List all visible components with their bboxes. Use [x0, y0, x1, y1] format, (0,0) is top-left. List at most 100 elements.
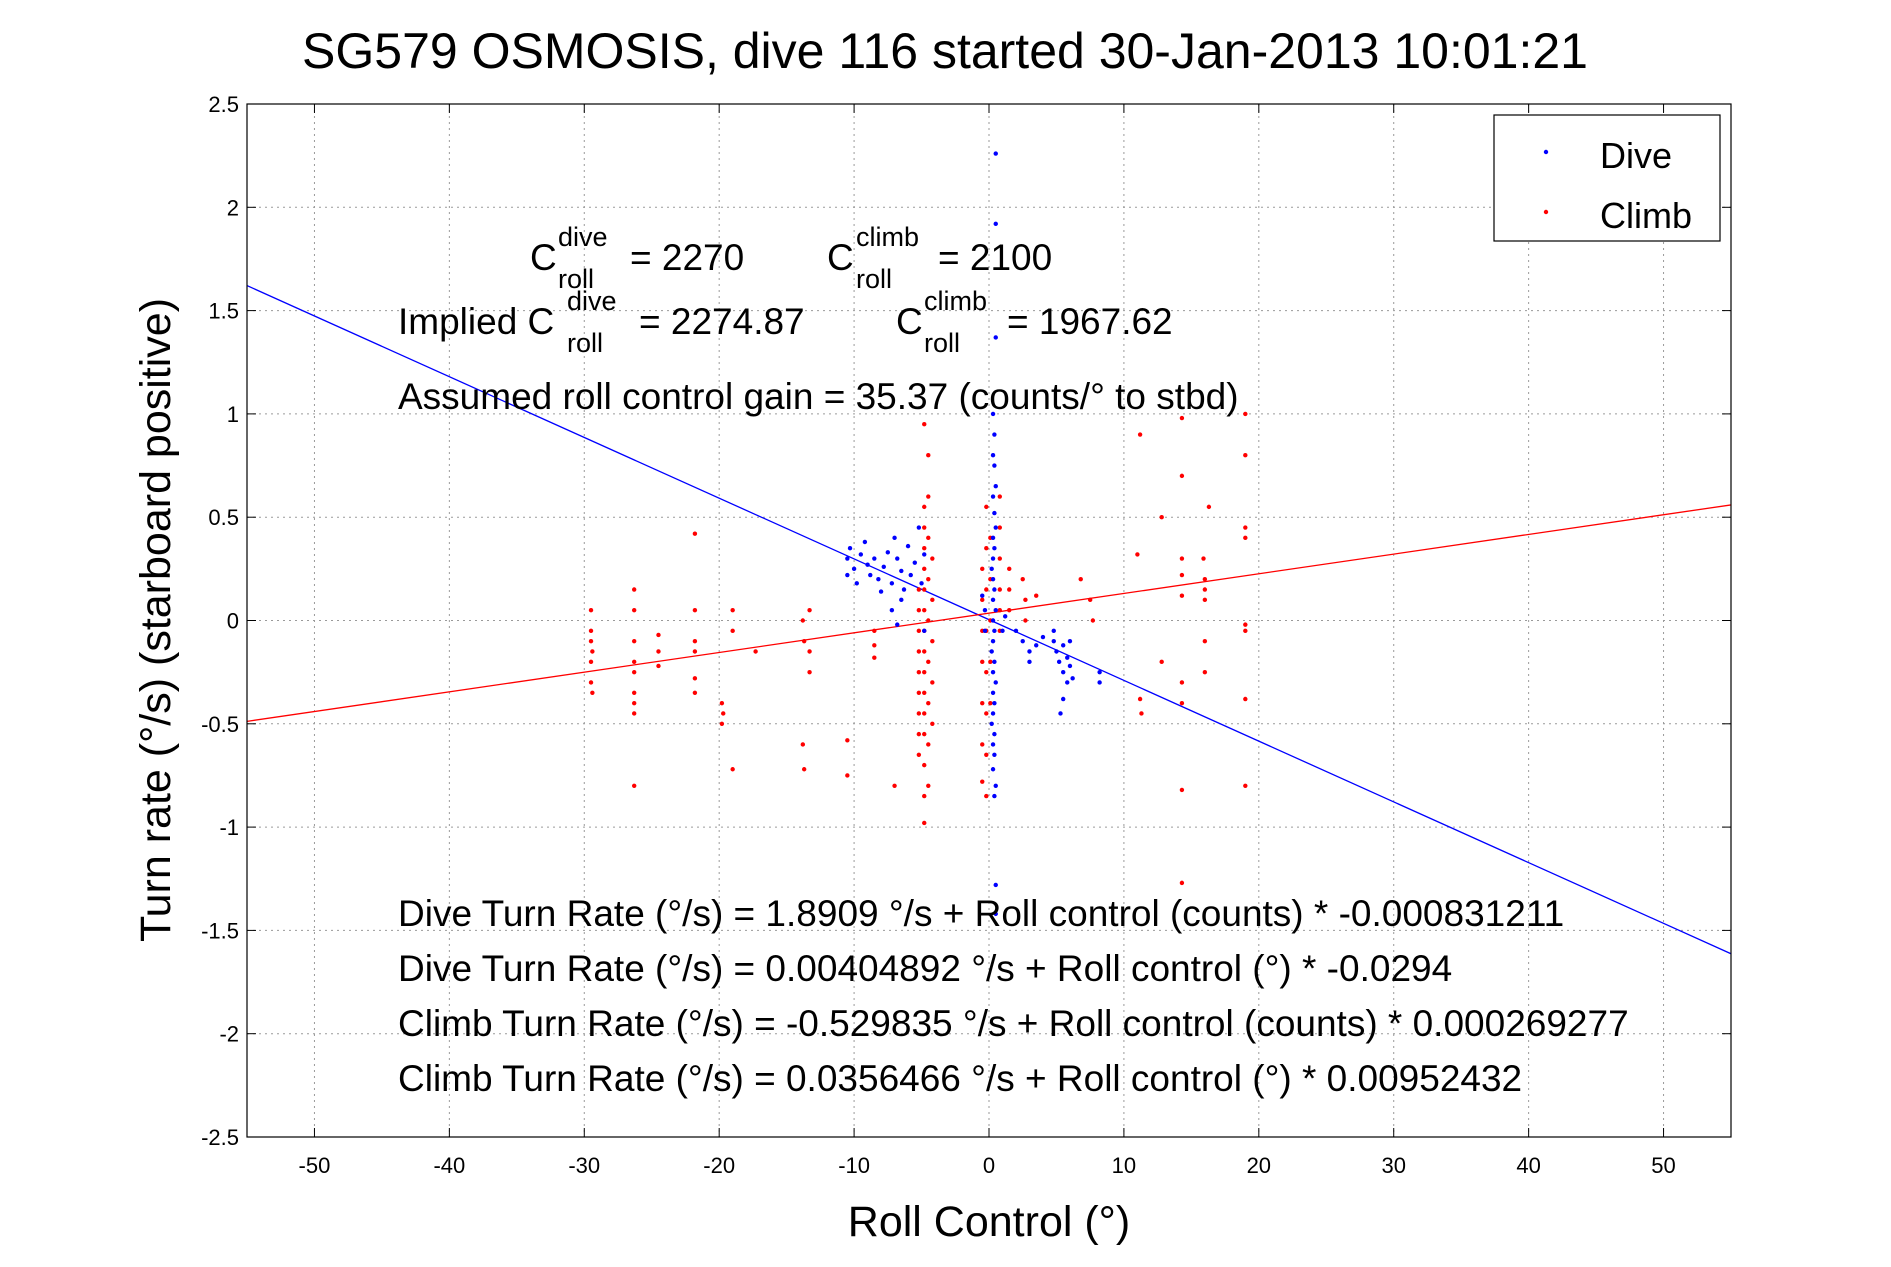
point-climb [926, 742, 931, 747]
fit-line-climb [247, 504, 1731, 723]
point-dive [845, 572, 850, 578]
point-dive [885, 550, 891, 555]
point-climb [926, 659, 931, 665]
point-climb [926, 700, 931, 706]
x-tick-label: -40 [433, 1153, 465, 1178]
y-tick-label: -1.5 [201, 918, 239, 943]
point-dive [993, 911, 998, 917]
point-climb [1135, 552, 1140, 557]
point-dive [847, 545, 853, 551]
point-climb [1179, 787, 1185, 793]
point-dive [895, 622, 900, 627]
point-climb [1179, 593, 1185, 598]
point-dive [989, 649, 994, 654]
point-dive [908, 572, 913, 578]
point-climb [980, 566, 985, 572]
point-dive [990, 669, 996, 675]
scatter-points [588, 151, 1248, 917]
point-climb [631, 659, 637, 665]
point-climb [926, 783, 931, 788]
y-tick-label: 2.5 [208, 92, 239, 117]
c-climb-prefix: C [827, 237, 854, 278]
point-climb [984, 545, 989, 551]
point-climb [1179, 572, 1185, 578]
point-dive [845, 556, 850, 561]
c-dive-sup: dive [558, 222, 608, 252]
implied-dive-sub: roll [567, 328, 603, 358]
point-climb [926, 535, 931, 541]
point-climb [1243, 622, 1248, 627]
point-dive [919, 581, 924, 586]
point-dive [980, 593, 985, 598]
point-dive [992, 731, 997, 737]
point-climb [1087, 597, 1093, 603]
point-climb [926, 618, 931, 623]
point-climb [1202, 669, 1208, 675]
point-climb [753, 649, 758, 654]
point-climb [916, 628, 922, 634]
point-climb [1179, 415, 1185, 421]
point-climb [719, 721, 725, 726]
point-climb [922, 525, 927, 530]
point-climb [916, 607, 922, 613]
point-climb [800, 742, 806, 747]
point-climb [730, 607, 735, 613]
point-dive [990, 597, 996, 603]
point-climb [631, 783, 637, 788]
point-dive [992, 752, 997, 757]
point-dive [899, 568, 904, 574]
point-climb [631, 587, 637, 592]
point-dive [993, 151, 998, 156]
point-climb [922, 762, 927, 768]
point-climb [631, 690, 637, 696]
c-dive-value: = 2270 [630, 237, 744, 278]
point-climb [988, 700, 993, 706]
point-dive [992, 463, 997, 468]
c-dive-sub: roll [558, 264, 594, 294]
implied-climb-value: = 1967.62 [1007, 301, 1173, 342]
point-climb [980, 700, 985, 706]
point-dive [1061, 669, 1066, 675]
point-climb [631, 700, 637, 706]
y-tick-label: 2 [227, 195, 239, 220]
point-climb [1179, 680, 1185, 685]
point-dive [990, 711, 996, 716]
point-dive [1097, 669, 1102, 675]
x-tick-label: 30 [1381, 1153, 1405, 1178]
point-climb [692, 638, 698, 644]
point-dive [1065, 680, 1070, 685]
implied-prefix: Implied C [398, 301, 554, 342]
legend: Dive Climb [1493, 114, 1721, 242]
point-climb [692, 649, 698, 654]
point-climb [916, 669, 922, 675]
annotation-c-dive: C dive roll = 2270 [530, 222, 744, 294]
point-climb [922, 731, 927, 737]
point-climb [1007, 587, 1012, 592]
point-climb [1243, 453, 1248, 458]
point-climb [692, 531, 698, 536]
point-dive [1027, 649, 1032, 654]
point-climb [1202, 597, 1208, 603]
point-dive [1067, 663, 1073, 669]
point-climb [922, 649, 927, 654]
y-tick-label: -2.5 [201, 1125, 239, 1150]
point-climb [588, 628, 594, 634]
x-tick-label: -10 [838, 1153, 870, 1178]
y-tick-label: -1 [219, 815, 239, 840]
point-climb [926, 494, 931, 499]
point-climb [1020, 576, 1025, 582]
point-climb [926, 576, 931, 582]
point-climb [980, 597, 985, 603]
point-dive [993, 335, 998, 340]
point-climb [1007, 566, 1012, 572]
grid-layer [247, 103, 1731, 1138]
point-climb [872, 655, 877, 660]
point-climb [588, 659, 594, 665]
point-climb [922, 711, 927, 716]
point-dive [1097, 680, 1102, 685]
chart-title: SG579 OSMOSIS, dive 116 started 30-Jan-2… [302, 23, 1588, 79]
point-dive [993, 484, 998, 489]
point-dive [990, 638, 996, 644]
point-climb [997, 607, 1002, 613]
point-dive [872, 556, 877, 561]
